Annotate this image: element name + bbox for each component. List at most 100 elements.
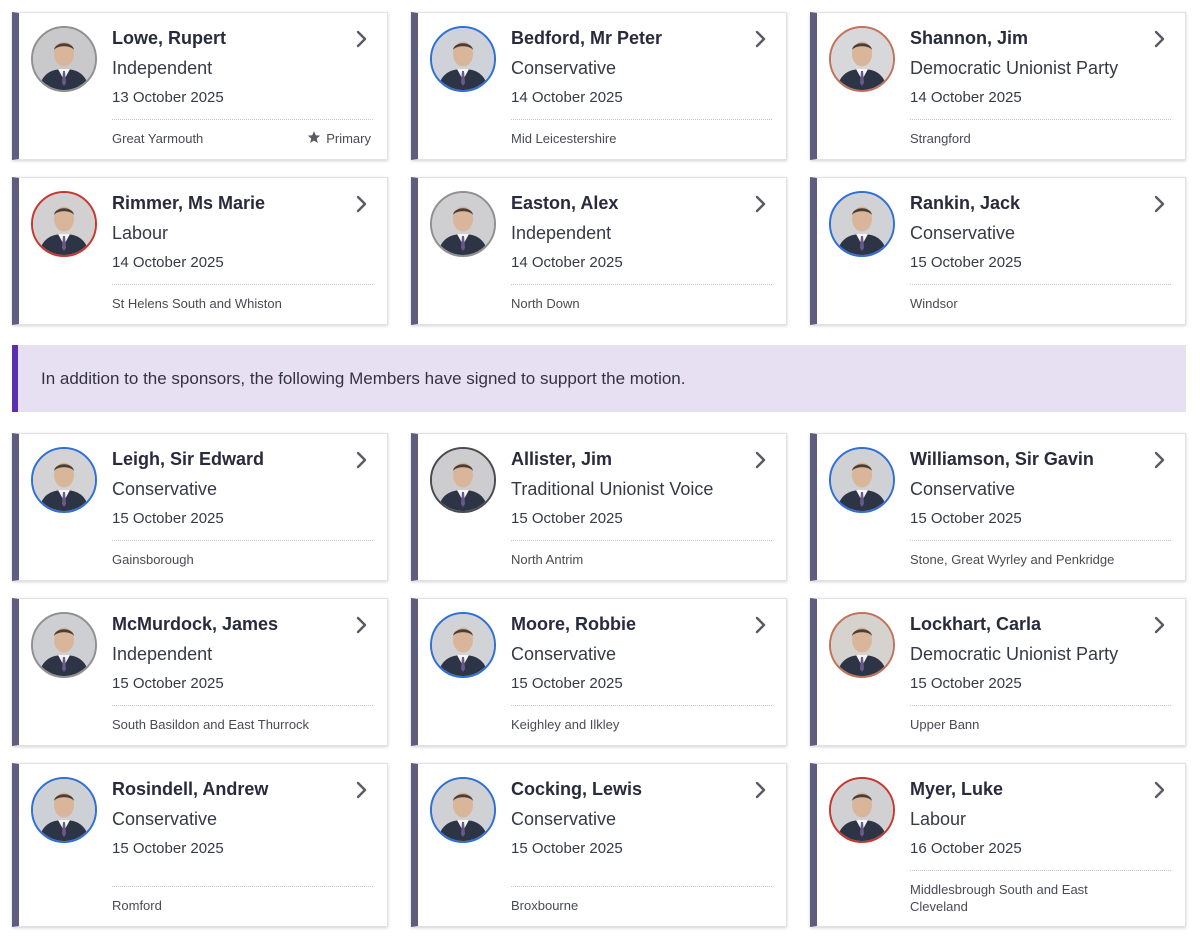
member-party: Conservative bbox=[511, 58, 617, 78]
member-name: Rankin, Jack bbox=[910, 193, 1021, 213]
member-photo-icon bbox=[829, 612, 895, 678]
signed-date: 15 October 2025 bbox=[910, 675, 1022, 692]
member-constituency: Middlesbrough South and East Cleveland bbox=[910, 882, 1088, 914]
member-constituency: Upper Bann bbox=[910, 717, 980, 732]
member-card[interactable]: Lockhart, Carla Democratic Unionist Part… bbox=[810, 598, 1186, 746]
card-footer: Middlesbrough South and East Cleveland bbox=[910, 870, 1171, 915]
signed-date: 14 October 2025 bbox=[910, 89, 1022, 106]
member-party: Independent bbox=[112, 58, 213, 78]
card-footer: Strangford bbox=[910, 119, 1171, 148]
card-footer: Stone, Great Wyrley and Penkridge bbox=[910, 540, 1171, 569]
chevron-right-icon[interactable] bbox=[750, 780, 770, 800]
chevron-right-icon[interactable] bbox=[1149, 615, 1169, 635]
supporters-banner-text: In addition to the sponsors, the followi… bbox=[41, 368, 686, 388]
member-name: Lowe, Rupert bbox=[112, 28, 227, 48]
card-footer: Windsor bbox=[910, 284, 1171, 313]
chevron-right-icon[interactable] bbox=[351, 780, 371, 800]
member-constituency: Great Yarmouth bbox=[112, 131, 204, 146]
member-party: Conservative bbox=[910, 479, 1016, 499]
chevron-right-icon[interactable] bbox=[1149, 194, 1169, 214]
member-photo-icon bbox=[430, 191, 496, 257]
primary-label: Primary bbox=[326, 131, 371, 146]
member-name: Rimmer, Ms Marie bbox=[112, 193, 266, 213]
member-card[interactable]: McMurdock, James Independent 15 October … bbox=[12, 598, 388, 746]
member-constituency: Gainsborough bbox=[112, 552, 194, 567]
signed-date: 16 October 2025 bbox=[910, 840, 1022, 857]
member-constituency: Keighley and Ilkley bbox=[511, 717, 620, 732]
member-card[interactable]: Cocking, Lewis Conservative 15 October 2… bbox=[411, 763, 787, 927]
member-constituency: South Basildon and East Thurrock bbox=[112, 717, 310, 732]
member-photo-icon bbox=[430, 447, 496, 513]
member-photo-icon bbox=[31, 777, 97, 843]
member-name: Lockhart, Carla bbox=[910, 614, 1042, 634]
signed-date: 15 October 2025 bbox=[112, 840, 224, 857]
signed-date: 15 October 2025 bbox=[511, 510, 623, 527]
member-photo-icon bbox=[430, 777, 496, 843]
star-icon bbox=[307, 130, 321, 147]
member-constituency: North Antrim bbox=[511, 552, 584, 567]
supporters-grid: Leigh, Sir Edward Conservative 15 Octobe… bbox=[12, 433, 1186, 927]
card-footer: North Antrim bbox=[511, 540, 772, 569]
member-party: Conservative bbox=[910, 223, 1016, 243]
member-card[interactable]: Lowe, Rupert Independent 13 October 2025… bbox=[12, 12, 388, 160]
chevron-right-icon[interactable] bbox=[351, 615, 371, 635]
card-footer: Broxbourne bbox=[511, 886, 772, 915]
member-card[interactable]: Myer, Luke Labour 16 October 2025 Middle… bbox=[810, 763, 1186, 927]
chevron-right-icon[interactable] bbox=[750, 450, 770, 470]
member-card[interactable]: Leigh, Sir Edward Conservative 15 Octobe… bbox=[12, 433, 388, 581]
chevron-right-icon[interactable] bbox=[351, 450, 371, 470]
chevron-right-icon[interactable] bbox=[750, 615, 770, 635]
signed-date: 15 October 2025 bbox=[112, 510, 224, 527]
member-card[interactable]: Rimmer, Ms Marie Labour 14 October 2025 … bbox=[12, 177, 388, 325]
chevron-right-icon[interactable] bbox=[1149, 450, 1169, 470]
member-name: Allister, Jim bbox=[511, 449, 613, 469]
chevron-right-icon[interactable] bbox=[750, 29, 770, 49]
member-constituency: Windsor bbox=[910, 296, 958, 311]
member-party: Labour bbox=[910, 809, 967, 829]
chevron-right-icon[interactable] bbox=[1149, 29, 1169, 49]
member-card[interactable]: Easton, Alex Independent 14 October 2025… bbox=[411, 177, 787, 325]
member-photo-icon bbox=[430, 26, 496, 92]
member-name: Easton, Alex bbox=[511, 193, 619, 213]
chevron-right-icon[interactable] bbox=[1149, 780, 1169, 800]
member-name: Cocking, Lewis bbox=[511, 779, 643, 799]
member-name: Williamson, Sir Gavin bbox=[910, 449, 1094, 469]
member-party: Traditional Unionist Voice bbox=[511, 479, 714, 499]
member-photo-icon bbox=[829, 191, 895, 257]
member-card[interactable]: Rosindell, Andrew Conservative 15 Octobe… bbox=[12, 763, 388, 927]
chevron-right-icon[interactable] bbox=[750, 194, 770, 214]
signed-date: 15 October 2025 bbox=[910, 510, 1022, 527]
member-party: Labour bbox=[112, 223, 169, 243]
member-card[interactable]: Shannon, Jim Democratic Unionist Party 1… bbox=[810, 12, 1186, 160]
member-card[interactable]: Bedford, Mr Peter Conservative 14 Octobe… bbox=[411, 12, 787, 160]
primary-badge: Primary bbox=[307, 130, 371, 147]
member-party: Conservative bbox=[511, 809, 617, 829]
member-party: Democratic Unionist Party bbox=[910, 644, 1119, 664]
signed-date: 15 October 2025 bbox=[511, 675, 623, 692]
member-name: Leigh, Sir Edward bbox=[112, 449, 265, 469]
signed-date: 15 October 2025 bbox=[910, 254, 1022, 271]
member-name: McMurdock, James bbox=[112, 614, 279, 634]
member-name: Bedford, Mr Peter bbox=[511, 28, 663, 48]
sponsors-grid: Lowe, Rupert Independent 13 October 2025… bbox=[12, 12, 1186, 325]
member-photo-icon bbox=[829, 447, 895, 513]
member-card[interactable]: Moore, Robbie Conservative 15 October 20… bbox=[411, 598, 787, 746]
member-photo-icon bbox=[829, 777, 895, 843]
member-name: Rosindell, Andrew bbox=[112, 779, 269, 799]
chevron-right-icon[interactable] bbox=[351, 29, 371, 49]
member-constituency: St Helens South and Whiston bbox=[112, 296, 282, 311]
member-constituency: Strangford bbox=[910, 131, 971, 146]
card-footer: Mid Leicestershire bbox=[511, 119, 772, 148]
card-footer: Romford bbox=[112, 886, 373, 915]
signed-date: 14 October 2025 bbox=[511, 254, 623, 271]
card-footer: Keighley and Ilkley bbox=[511, 705, 772, 734]
member-card[interactable]: Williamson, Sir Gavin Conservative 15 Oc… bbox=[810, 433, 1186, 581]
member-party: Independent bbox=[112, 644, 213, 664]
member-name: Myer, Luke bbox=[910, 779, 1004, 799]
chevron-right-icon[interactable] bbox=[351, 194, 371, 214]
signed-date: 13 October 2025 bbox=[112, 89, 224, 106]
member-card[interactable]: Rankin, Jack Conservative 15 October 202… bbox=[810, 177, 1186, 325]
signed-date: 14 October 2025 bbox=[112, 254, 224, 271]
card-footer: Great Yarmouth Primary bbox=[112, 119, 373, 148]
member-card[interactable]: Allister, Jim Traditional Unionist Voice… bbox=[411, 433, 787, 581]
